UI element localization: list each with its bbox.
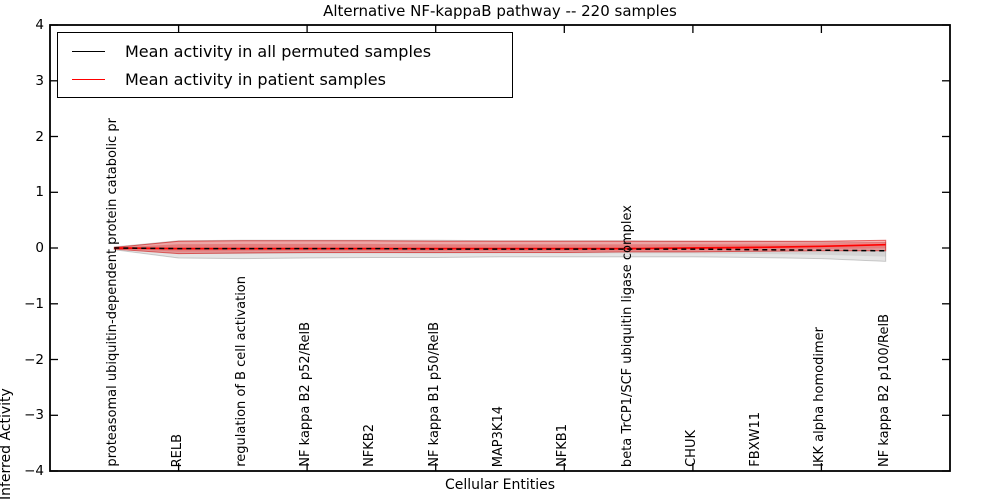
x-axis-label: Cellular Entities: [444, 477, 556, 493]
x-category-label: MAP3K14: [491, 405, 506, 467]
permuted-std-band-inner: [114, 244, 886, 257]
x-category-label: CHUK: [683, 430, 699, 467]
x-category-label: NF kappa B2 p100/RelB: [876, 314, 892, 467]
permuted-std-band: [113, 239, 887, 262]
chart-title: Alternative NF-kappaB pathway -- 220 sam…: [323, 2, 677, 20]
permuted-line-sample-icon: [72, 50, 105, 52]
y-tick-label: −4: [24, 463, 44, 479]
y-tick-label: 4: [35, 17, 44, 33]
x-category-label: NF kappa B1 p50/RelB: [426, 322, 442, 467]
x-category-label: FBXW11: [748, 412, 764, 467]
legend-entry-patient: Mean activity in patient samples: [72, 70, 512, 89]
x-category-label: proteasomal ubiquitin-dependent protein …: [105, 118, 121, 467]
y-tick-label: 2: [35, 128, 44, 145]
legend-label-patient: Mean activity in patient samples: [125, 69, 386, 89]
y-tick-label: 0: [35, 240, 44, 256]
x-category-label: RELB: [169, 433, 185, 467]
y-tick-label: 3: [35, 72, 44, 89]
x-category-label: NF kappa B2 p52/RelB: [298, 322, 314, 467]
patient-line-sample-icon: [72, 78, 105, 80]
x-category-label: beta TrCP1/SCF ubiquitin ligase complex: [619, 204, 635, 467]
y-tick-label: −1: [24, 295, 44, 312]
legend-entry-permuted: Mean activity in all permuted samples: [72, 42, 512, 61]
x-category-label: regulation of B cell activation: [233, 276, 249, 467]
permuted-mean-line: [114, 247, 886, 252]
x-category-label: NFKB1: [555, 424, 571, 467]
y-tick-label: −3: [24, 407, 44, 424]
x-category-label: NFKB2: [362, 424, 378, 467]
legend-label-permuted: Mean activity in all permuted samples: [125, 41, 432, 61]
legend: Mean activity in all permuted samples Me…: [57, 32, 513, 98]
y-tick-label: −2: [24, 351, 44, 368]
y-tick-label: 1: [35, 184, 44, 201]
x-category-label: IKK alpha homodimer: [812, 327, 828, 467]
patient-std-band: [113, 239, 887, 255]
